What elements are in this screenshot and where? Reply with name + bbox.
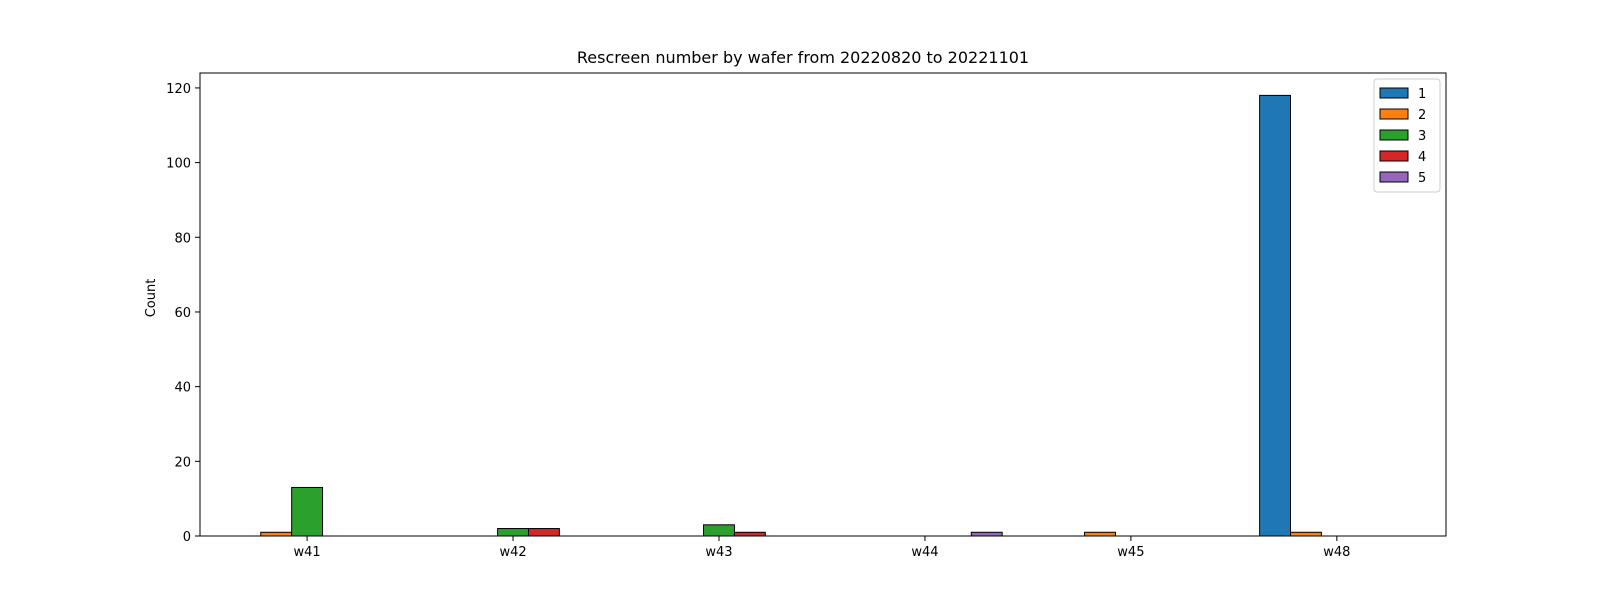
y-tick-label: 0 bbox=[183, 530, 191, 545]
chart-title: Rescreen number by wafer from 20220820 t… bbox=[577, 48, 1029, 67]
legend-swatch-3 bbox=[1379, 129, 1409, 141]
bar-w44-series-5 bbox=[970, 531, 1003, 537]
x-tick-label: w48 bbox=[1323, 545, 1350, 560]
y-tick-label: 100 bbox=[166, 157, 191, 172]
bar-w43-series-3 bbox=[703, 524, 735, 537]
legend-swatch-1 bbox=[1379, 87, 1409, 99]
legend-label-3: 3 bbox=[1418, 129, 1426, 144]
y-tick-label: 120 bbox=[166, 82, 191, 97]
bar-w41-series-3 bbox=[291, 486, 324, 537]
y-tick-label: 40 bbox=[174, 381, 191, 396]
legend-label-2: 2 bbox=[1418, 108, 1426, 123]
bar-w43-series-4 bbox=[733, 531, 766, 537]
legend-label-5: 5 bbox=[1418, 171, 1426, 186]
x-tick-label: w42 bbox=[499, 545, 526, 560]
x-tick-label: w43 bbox=[705, 545, 732, 560]
x-tick-label: w45 bbox=[1117, 545, 1144, 560]
y-tick-label: 80 bbox=[174, 231, 191, 246]
bar-w45-series-2 bbox=[1084, 531, 1116, 537]
legend-swatch-4 bbox=[1379, 150, 1409, 162]
legend-swatch-2 bbox=[1379, 108, 1409, 120]
bar-w48-series-2 bbox=[1290, 531, 1322, 537]
axes-layer: 0 20 40 60 80 100 120 w41 w42 w43 w44 w45 w48 bbox=[166, 72, 1447, 560]
bar-w41-series-2 bbox=[260, 531, 293, 537]
plot-frame bbox=[199, 72, 1447, 537]
y-tick-label: 60 bbox=[174, 306, 191, 321]
bar-w42-series-4 bbox=[527, 528, 560, 537]
bar-w48-series-1 bbox=[1259, 94, 1291, 537]
bars-layer bbox=[260, 94, 1322, 537]
legend-swatch-5 bbox=[1379, 171, 1409, 183]
legend-label-4: 4 bbox=[1418, 150, 1426, 165]
x-tick-label: w44 bbox=[911, 545, 938, 560]
x-tick-label: w41 bbox=[294, 545, 321, 560]
y-tick-label: 20 bbox=[174, 455, 191, 470]
y-axis-label: Count bbox=[144, 279, 159, 318]
legend-label-1: 1 bbox=[1418, 87, 1426, 102]
bar-w42-series-3 bbox=[497, 528, 529, 537]
legend: 1 2 3 4 5 bbox=[1373, 78, 1441, 193]
